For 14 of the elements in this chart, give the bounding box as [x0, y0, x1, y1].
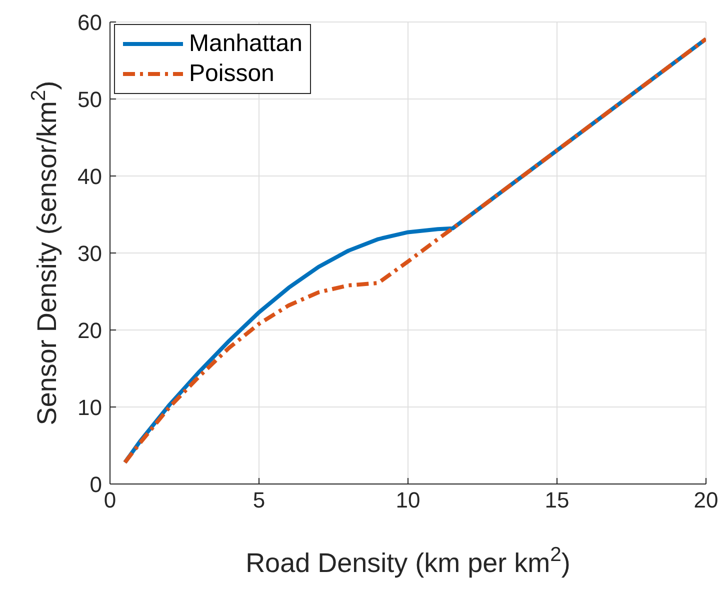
y-tick-label: 30 [78, 240, 102, 266]
y-tick-label: 0 [90, 472, 102, 497]
y-tick-label: 40 [78, 164, 102, 189]
legend-label: Manhattan [189, 30, 302, 58]
x-tick-label: 10 [396, 488, 420, 513]
x-tick-label: 5 [252, 488, 266, 513]
y-tick-label: 20 [78, 318, 102, 343]
x-tick-label: 15 [544, 488, 570, 513]
y-tick-label: 10 [78, 394, 102, 420]
y-tick-label: 60 [78, 10, 102, 35]
y-tick-label: 50 [78, 86, 102, 112]
x-axis-title: Road Density (km per km$^{2}$) [246, 544, 570, 578]
legend-label: Poisson [189, 60, 274, 88]
x-tick-label: 20 [694, 488, 718, 513]
